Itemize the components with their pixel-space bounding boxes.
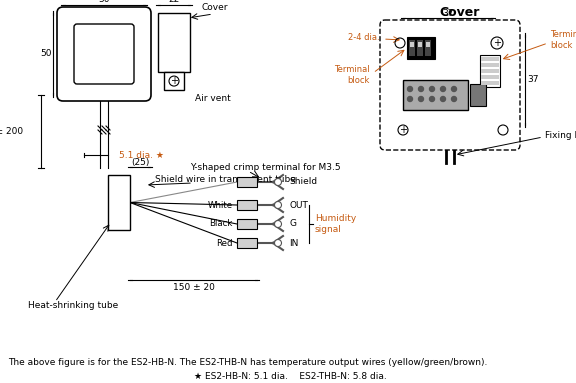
Text: ★ ES2-HB-N: 5.1 dia.    ES2-THB-N: 5.8 dia.: ★ ES2-HB-N: 5.1 dia. ES2-THB-N: 5.8 dia. (194, 372, 386, 381)
Bar (410, 42, 414, 47)
Circle shape (452, 97, 457, 101)
Text: Air vent: Air vent (195, 93, 231, 103)
Text: (25): (25) (131, 157, 149, 167)
Circle shape (275, 178, 282, 185)
Circle shape (441, 87, 445, 92)
Text: Terminal
block: Terminal block (550, 30, 576, 50)
Bar (481, 81, 499, 85)
Text: 22: 22 (168, 0, 180, 5)
Text: +: + (399, 125, 407, 135)
Text: 5.1 dia. ★: 5.1 dia. ★ (119, 151, 164, 159)
Bar (403, 80, 468, 110)
Text: 37: 37 (527, 75, 539, 85)
Circle shape (419, 97, 423, 101)
Bar (237, 177, 257, 187)
Bar (426, 42, 430, 47)
Bar (407, 37, 435, 59)
Text: IN: IN (289, 239, 298, 247)
Bar (164, 72, 184, 90)
Text: 5,000 ± 200: 5,000 ± 200 (0, 127, 23, 136)
Bar (108, 175, 130, 230)
Text: +: + (170, 76, 178, 86)
Text: Shield: Shield (289, 177, 317, 187)
Circle shape (452, 87, 457, 92)
Text: G: G (289, 219, 296, 229)
Circle shape (430, 87, 434, 92)
Text: Red: Red (217, 239, 233, 247)
Circle shape (407, 97, 412, 101)
FancyBboxPatch shape (380, 20, 520, 150)
Bar (237, 200, 257, 210)
Text: Black: Black (210, 219, 233, 229)
Bar (481, 63, 499, 67)
FancyBboxPatch shape (57, 7, 151, 101)
Text: 37: 37 (442, 8, 454, 18)
Text: +: + (493, 38, 501, 48)
Circle shape (419, 87, 423, 92)
Text: 50: 50 (98, 0, 110, 5)
Bar (481, 75, 499, 79)
Text: Humidity
signal: Humidity signal (315, 214, 356, 234)
Circle shape (441, 97, 445, 101)
Bar (425, 40, 431, 56)
Bar (481, 69, 499, 73)
Circle shape (275, 239, 282, 247)
Bar (409, 40, 415, 56)
Text: Cover: Cover (202, 3, 228, 13)
Text: Shield wire in transparent tube: Shield wire in transparent tube (155, 175, 296, 185)
Text: White: White (208, 200, 233, 210)
Bar (481, 57, 499, 61)
Text: 150 ± 20: 150 ± 20 (173, 283, 214, 291)
Bar (417, 40, 423, 56)
Text: Fixing band: Fixing band (545, 131, 576, 139)
Circle shape (275, 221, 282, 228)
Bar (418, 42, 422, 47)
Bar (237, 238, 257, 248)
Text: Y-shaped crimp terminal for M3.5: Y-shaped crimp terminal for M3.5 (190, 164, 340, 172)
Circle shape (407, 87, 412, 92)
Bar (158, 13, 190, 72)
Circle shape (430, 97, 434, 101)
Text: 2-4 dia.: 2-4 dia. (348, 33, 380, 41)
Text: The above figure is for the ES2-HB-N. The ES2-THB-N has temperature output wires: The above figure is for the ES2-HB-N. Th… (8, 358, 487, 367)
Text: Heat-shrinking tube: Heat-shrinking tube (28, 301, 118, 311)
Bar (237, 219, 257, 229)
Text: OUT: OUT (289, 200, 308, 210)
Bar (470, 84, 486, 106)
Text: 50: 50 (40, 49, 52, 59)
Circle shape (275, 201, 282, 208)
FancyBboxPatch shape (74, 24, 134, 84)
Bar (480, 55, 500, 87)
Text: Cover: Cover (440, 5, 480, 18)
Text: Terminal
block: Terminal block (335, 65, 370, 85)
